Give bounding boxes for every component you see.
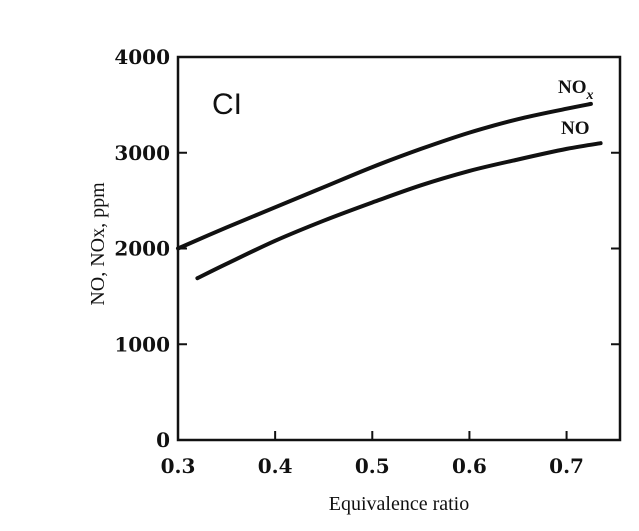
y-tick-label: 3000 [114,141,170,165]
y-axis-title: NO, NOx, ppm [87,182,109,306]
y-tick-label: 2000 [114,237,170,261]
y-tick-label: 4000 [114,45,170,69]
y-axis: 0 1000 2000 3000 4000 [114,45,620,452]
series-line-nox [176,101,593,251]
x-tick-label: 0.7 [549,454,584,478]
series-line-no [195,141,603,281]
plot-area [176,55,622,442]
y-tick-label: 0 [156,428,170,452]
x-tick-label: 0.5 [355,454,390,478]
series-lines [176,101,603,281]
x-axis: 0.3 0.4 0.5 0.6 0.7 [161,431,584,478]
panel-label: CI [212,88,242,121]
y-tick-label: 1000 [114,332,170,356]
x-tick-label: 0.4 [258,454,293,478]
x-axis-title: Equivalence ratio [329,493,470,515]
series-label-no: NO [561,118,590,139]
plot-frame [176,55,622,442]
x-tick-label: 0.6 [452,454,487,478]
series-label-nox: NOx [558,77,594,103]
x-tick-label: 0.3 [161,454,196,478]
